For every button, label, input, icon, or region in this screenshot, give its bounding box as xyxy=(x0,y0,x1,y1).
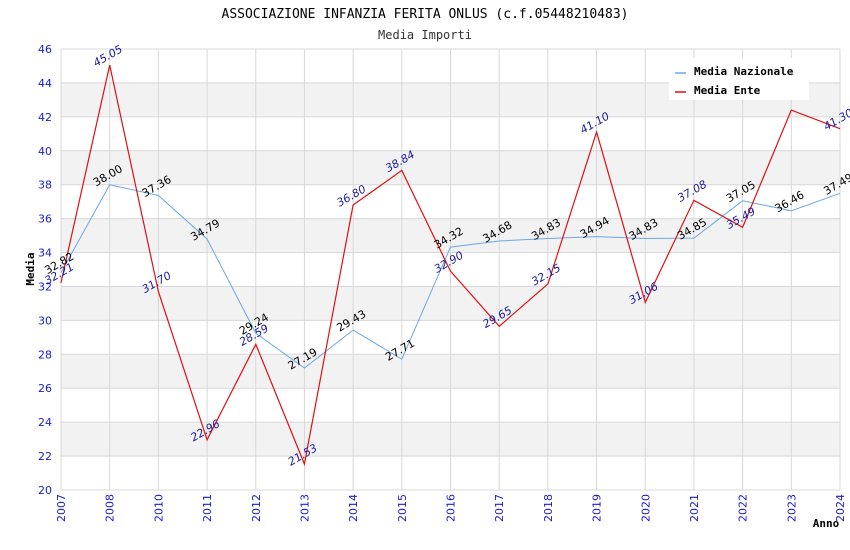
x-tick-label: 2024 xyxy=(834,494,847,522)
y-tick-label: 44 xyxy=(38,77,52,90)
y-tick-label: 20 xyxy=(38,484,52,497)
x-tick-label: 2015 xyxy=(396,494,409,522)
x-tick-label: 2012 xyxy=(250,494,263,522)
x-tick-label: 2020 xyxy=(639,494,652,522)
y-tick-label: 34 xyxy=(38,247,52,260)
y-tick-label: 30 xyxy=(38,314,52,327)
x-tick-label: 2018 xyxy=(542,494,555,522)
x-tick-label: 2019 xyxy=(591,494,604,522)
y-tick-label: 26 xyxy=(38,382,52,395)
x-tick-label: 2007 xyxy=(55,494,68,522)
y-tick-label: 38 xyxy=(38,179,52,192)
y-tick-label: 40 xyxy=(38,145,52,158)
y-axis-label: Media xyxy=(24,252,37,285)
legend-box xyxy=(669,58,809,100)
y-tick-label: 36 xyxy=(38,213,52,226)
series-lines xyxy=(60,64,841,467)
y-tick-label: 22 xyxy=(38,450,52,463)
series-line-nazionale xyxy=(60,184,841,369)
y-tick-label: 24 xyxy=(38,416,52,429)
y-tick-label: 42 xyxy=(38,111,52,124)
y-tick-labels: 20 22 24 26 28 30 32 34 36 38 40 42 44 46 xyxy=(38,43,52,497)
y-tick-label: 46 xyxy=(38,43,52,56)
x-tick-label: 2013 xyxy=(298,494,311,522)
legend-label-ente: Media Ente xyxy=(694,84,761,97)
x-axis-label: Anno xyxy=(813,517,840,530)
chart-subtitle: Media Importi xyxy=(378,28,472,42)
x-tick-label: 2016 xyxy=(445,494,458,522)
y-tick-label: 28 xyxy=(38,348,52,361)
x-tick-label: 2017 xyxy=(493,494,506,522)
legend: Media Nazionale Media Ente xyxy=(669,58,809,100)
legend-label-nazionale: Media Nazionale xyxy=(694,65,794,78)
x-tick-label: 2022 xyxy=(737,494,750,522)
x-tick-labels: 2007 2008 2010 2011 2012 2013 2014 2015 2016 2017… xyxy=(55,494,847,522)
x-tick-label: 2021 xyxy=(688,494,701,522)
x-tick-label: 2011 xyxy=(201,494,214,522)
x-tick-label: 2008 xyxy=(104,494,117,522)
x-tick-label: 2023 xyxy=(785,494,798,522)
y-tick-label: 32 xyxy=(38,280,52,293)
series-line-ente xyxy=(60,64,841,467)
x-tick-label: 2014 xyxy=(347,494,360,522)
chart-title: ASSOCIAZIONE INFANZIA FERITA ONLUS (c.f.… xyxy=(222,7,629,22)
x-tick-label: 2010 xyxy=(152,494,165,522)
grid-lines xyxy=(60,48,841,491)
